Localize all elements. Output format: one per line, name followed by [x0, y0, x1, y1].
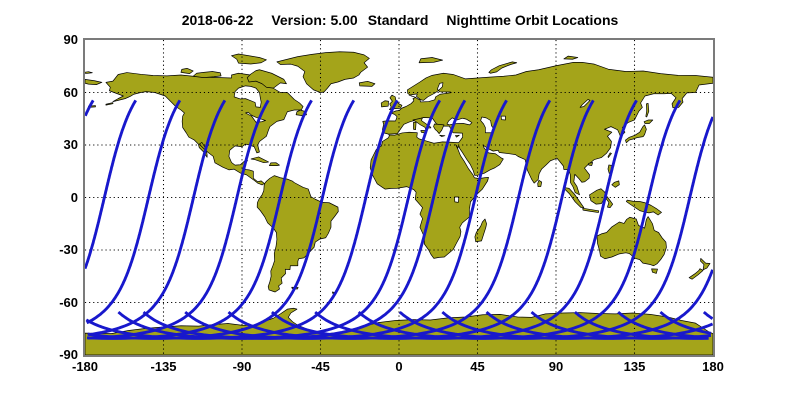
orbit-track	[86, 99, 313, 340]
orbit-track	[314, 99, 638, 340]
chukotka-tip	[85, 79, 103, 85]
orbit-track	[659, 310, 712, 335]
orbit-tracks-layer	[85, 99, 713, 340]
eurasia-africa	[369, 62, 713, 259]
tasmania	[651, 268, 658, 274]
greece	[433, 123, 445, 134]
north-america	[105, 72, 304, 186]
sulawesi	[605, 196, 614, 208]
aral-sea	[500, 115, 506, 121]
baltic-sea	[408, 82, 452, 103]
victoria-island	[192, 71, 222, 78]
svalbard	[418, 57, 443, 64]
orbit-track	[357, 99, 682, 340]
hudson-bay	[233, 85, 262, 108]
orbit-track	[184, 99, 508, 340]
new-zealand-north	[700, 258, 711, 271]
x-tick-label: 90	[548, 359, 564, 374]
mindanao	[611, 180, 620, 188]
orbit-track	[573, 310, 709, 340]
hokkaido	[643, 119, 654, 124]
ellesmere-island	[231, 53, 267, 65]
orbit-track	[617, 310, 709, 339]
x-tick-label: -135	[150, 359, 177, 374]
title-name: Nighttime Orbit Locations	[446, 12, 619, 28]
orbit-track	[227, 99, 552, 340]
hispaniola	[269, 162, 280, 166]
y-tick-label: -60	[59, 294, 78, 310]
lake-victoria	[454, 196, 460, 203]
ireland	[380, 100, 389, 108]
x-tick-label: -90	[232, 359, 252, 374]
orbit-track	[85, 99, 95, 117]
new-zealand-south	[688, 268, 704, 280]
x-tick-label: 180	[702, 359, 724, 374]
orbit-track	[85, 99, 399, 340]
y-tick-label: -90	[59, 347, 78, 362]
orbit-track	[87, 99, 356, 340]
chart-title: 2018-06-22 Version: 5.00 Standard Nighttime…	[0, 12, 800, 28]
y-tick-label: 60	[63, 84, 78, 100]
x-tick-label: 0	[395, 359, 403, 374]
novaya-zemlya	[488, 61, 518, 74]
banks-island	[180, 68, 194, 74]
sri-lanka	[537, 180, 543, 187]
orbit-track	[88, 99, 227, 337]
wrangel-island	[85, 71, 93, 74]
baffin-island	[246, 69, 287, 89]
cuba	[250, 156, 269, 164]
title-version: Version: 5.00	[271, 12, 358, 28]
y-tick-label: 0	[70, 189, 78, 205]
great-lakes	[245, 111, 266, 123]
sakhalin	[645, 103, 650, 118]
orbit-track	[87, 99, 270, 340]
java	[582, 207, 600, 213]
hainan	[588, 162, 593, 166]
iceland	[358, 80, 376, 87]
y-tick-label: 30	[63, 137, 78, 152]
orbit-track	[142, 99, 467, 340]
cyprus	[454, 134, 460, 138]
x-tick-label: -45	[311, 359, 330, 374]
x-tick-label: -180	[71, 359, 99, 374]
y-tick-label: 90	[63, 32, 78, 47]
title-mode: Standard	[367, 12, 429, 28]
south-america	[256, 175, 339, 293]
crete	[439, 134, 446, 137]
y-tick-label: -30	[59, 242, 78, 257]
severnaya-zemlya	[563, 55, 579, 60]
greenland	[276, 51, 370, 93]
lake-baikal	[579, 99, 591, 108]
australia	[596, 216, 667, 267]
sardinia-corsica	[413, 121, 417, 130]
taiwan	[607, 152, 612, 158]
orbit-track	[85, 99, 137, 270]
land-layer	[85, 51, 713, 355]
title-date: 2018-06-22	[181, 12, 254, 28]
x-tick-label: 45	[470, 359, 485, 374]
orbit-track	[86, 99, 182, 325]
sumatra	[564, 187, 585, 208]
orbit-track	[270, 99, 595, 340]
madagascar	[474, 218, 487, 243]
world-map	[85, 40, 713, 355]
honshu-kyushu	[625, 124, 647, 144]
aleutians-e	[105, 102, 114, 106]
new-guinea	[625, 199, 662, 216]
orbit-track	[702, 310, 713, 320]
x-tick-label: 135	[623, 359, 646, 374]
